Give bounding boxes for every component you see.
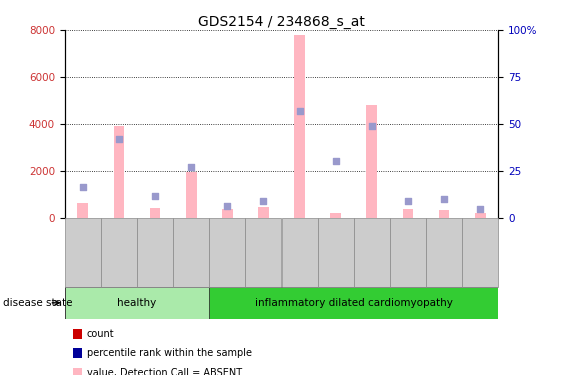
Text: GSM94840: GSM94840 — [367, 223, 376, 272]
Text: GSM94839: GSM94839 — [331, 223, 340, 272]
Point — [114, 136, 123, 142]
Bar — [258, 207, 269, 218]
Text: count: count — [87, 329, 114, 339]
Text: GSM94838: GSM94838 — [295, 223, 304, 272]
Point — [367, 123, 376, 129]
Bar — [114, 126, 124, 218]
Bar — [330, 213, 341, 217]
Bar — [294, 35, 305, 218]
Point — [295, 108, 304, 114]
Bar — [186, 172, 196, 217]
Bar — [65, 287, 209, 319]
Bar — [367, 105, 377, 218]
Title: GDS2154 / 234868_s_at: GDS2154 / 234868_s_at — [198, 15, 365, 29]
Text: inflammatory dilated cardiomyopathy: inflammatory dilated cardiomyopathy — [255, 298, 453, 308]
Text: healthy: healthy — [117, 298, 157, 308]
Text: percentile rank within the sample: percentile rank within the sample — [87, 348, 252, 358]
Bar — [222, 209, 233, 218]
Point — [78, 184, 87, 190]
Text: GSM94843: GSM94843 — [476, 223, 485, 272]
Bar — [150, 208, 160, 218]
Bar — [439, 210, 449, 218]
Text: GSM94842: GSM94842 — [440, 223, 449, 272]
Text: GSM94837: GSM94837 — [259, 223, 268, 272]
Text: GSM94855: GSM94855 — [150, 223, 159, 272]
Point — [223, 203, 232, 209]
Text: GSM94831: GSM94831 — [78, 223, 87, 272]
Text: value, Detection Call = ABSENT: value, Detection Call = ABSENT — [87, 368, 242, 375]
Bar — [77, 203, 88, 217]
Bar — [403, 209, 413, 218]
Text: GSM94870: GSM94870 — [187, 223, 196, 272]
Bar — [209, 287, 498, 319]
Point — [440, 196, 449, 202]
Text: GSM94841: GSM94841 — [404, 223, 413, 272]
Point — [331, 158, 340, 164]
Point — [259, 198, 268, 204]
Text: GSM94836: GSM94836 — [223, 223, 232, 272]
Point — [476, 206, 485, 212]
Point — [187, 164, 196, 170]
Text: GSM94854: GSM94854 — [114, 223, 123, 272]
Point — [150, 194, 159, 200]
Point — [404, 198, 413, 204]
Bar — [475, 213, 486, 217]
Text: disease state: disease state — [3, 298, 72, 308]
